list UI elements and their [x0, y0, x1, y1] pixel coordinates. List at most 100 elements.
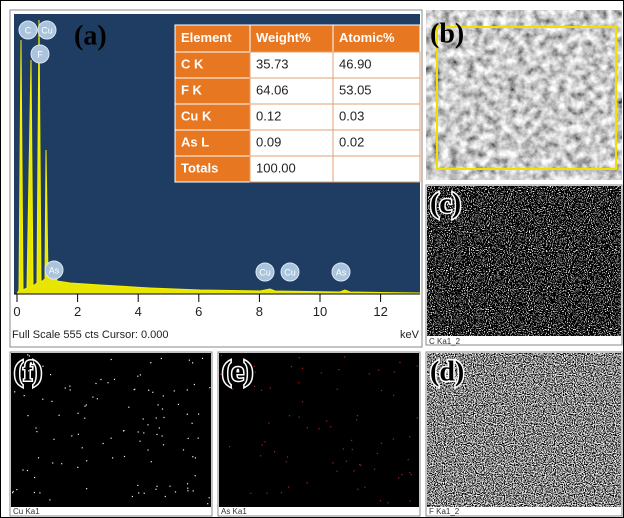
map-dot [195, 475, 196, 476]
map-caption: Cu Ka1 [13, 507, 40, 516]
map-dot [281, 492, 282, 493]
map-dot [78, 434, 79, 435]
map-dot [408, 459, 409, 460]
map-dot [401, 474, 402, 475]
map-dot [187, 414, 188, 415]
panel-label: (d) [430, 356, 464, 387]
map-dot [318, 428, 319, 429]
table-text: 46.90 [339, 56, 372, 71]
map-dot [86, 460, 87, 461]
map-dot [220, 374, 221, 375]
map-dot [302, 368, 303, 369]
x-tick-label: 10 [313, 304, 327, 319]
map-dot [123, 430, 124, 431]
map-dot [112, 457, 113, 458]
map-dot [132, 496, 133, 497]
map-dot [51, 401, 52, 402]
panel-label: (a) [74, 20, 107, 51]
map-dot [27, 354, 28, 355]
map-dot [161, 358, 162, 359]
map-dot [260, 455, 261, 456]
figure: CCuFAsCuCuAs (a) ElementWeight%Atomic%C … [0, 0, 624, 518]
map-dot [202, 358, 203, 359]
map-dot [27, 470, 28, 471]
map-dot [86, 404, 87, 405]
map-dot [380, 500, 381, 501]
map-dot [111, 438, 112, 439]
map-dot [381, 390, 382, 391]
map-dot [338, 369, 339, 370]
map-dot [187, 389, 188, 390]
map-dot [357, 489, 358, 490]
map-dot [95, 383, 96, 384]
map-dot [250, 493, 251, 494]
map-dot [162, 435, 163, 436]
map-dot [34, 477, 35, 478]
panel-label: (b) [430, 18, 464, 49]
table-text: 64.06 [256, 82, 289, 97]
map-dot [307, 427, 308, 428]
map-dot [326, 421, 327, 422]
map-dot [77, 467, 78, 468]
map-dot [151, 461, 152, 462]
table-header: Atomic% [339, 30, 395, 45]
map-dot [39, 492, 40, 493]
map-dot [194, 384, 195, 385]
map-dot [387, 502, 388, 503]
map-dot [287, 456, 288, 457]
peak-label: As [336, 267, 347, 277]
map-dot [346, 461, 347, 462]
map-dot [143, 418, 144, 419]
table-text: 0.09 [256, 134, 281, 149]
map-dot [374, 469, 375, 470]
map-dot [288, 486, 289, 487]
map-dot [332, 462, 333, 463]
table-text: 0.02 [339, 134, 364, 149]
map-dot [59, 415, 60, 416]
map-dot [103, 443, 104, 444]
peak-label: Cu [41, 25, 53, 35]
map-dot [417, 417, 418, 418]
map-dot [254, 366, 255, 367]
table-text: 0.03 [339, 108, 364, 123]
map-dot [195, 457, 196, 458]
map-dot [286, 461, 287, 462]
map-dot [156, 417, 157, 418]
map-dot [35, 427, 36, 428]
map-dot [360, 465, 361, 466]
map-dot [262, 444, 263, 445]
map-dot [209, 387, 210, 388]
map-dot [265, 441, 266, 442]
map-dot [36, 431, 37, 432]
map-dot [169, 486, 170, 487]
map-dot [394, 371, 395, 372]
map-dot [52, 462, 53, 463]
map-dot [165, 496, 166, 497]
map-dot [417, 365, 418, 366]
map-dot [274, 451, 275, 452]
map-dot [34, 492, 35, 493]
x-tick-label: 4 [135, 304, 142, 319]
map-dot [138, 492, 139, 493]
map-dot [321, 372, 322, 373]
map-dot [189, 360, 190, 361]
map-dot [128, 407, 129, 408]
map-dot [183, 449, 184, 450]
panel-label: (f) [14, 356, 42, 387]
map-dot [70, 389, 71, 390]
map-dot [147, 424, 148, 425]
map-dot [299, 417, 300, 418]
map-dot [178, 404, 179, 405]
map-dot [289, 415, 290, 416]
map-dot [69, 386, 70, 387]
x-tick-label: 8 [256, 304, 263, 319]
panel-label: (c) [430, 188, 461, 219]
map-dot [174, 390, 175, 391]
map-dot [163, 444, 164, 445]
map-dot [409, 436, 410, 437]
map-caption: C Ka1_2 [429, 337, 461, 346]
map-dot [207, 503, 208, 504]
map-dot [192, 456, 193, 457]
map-dot [356, 419, 357, 420]
map-dot [92, 397, 93, 398]
